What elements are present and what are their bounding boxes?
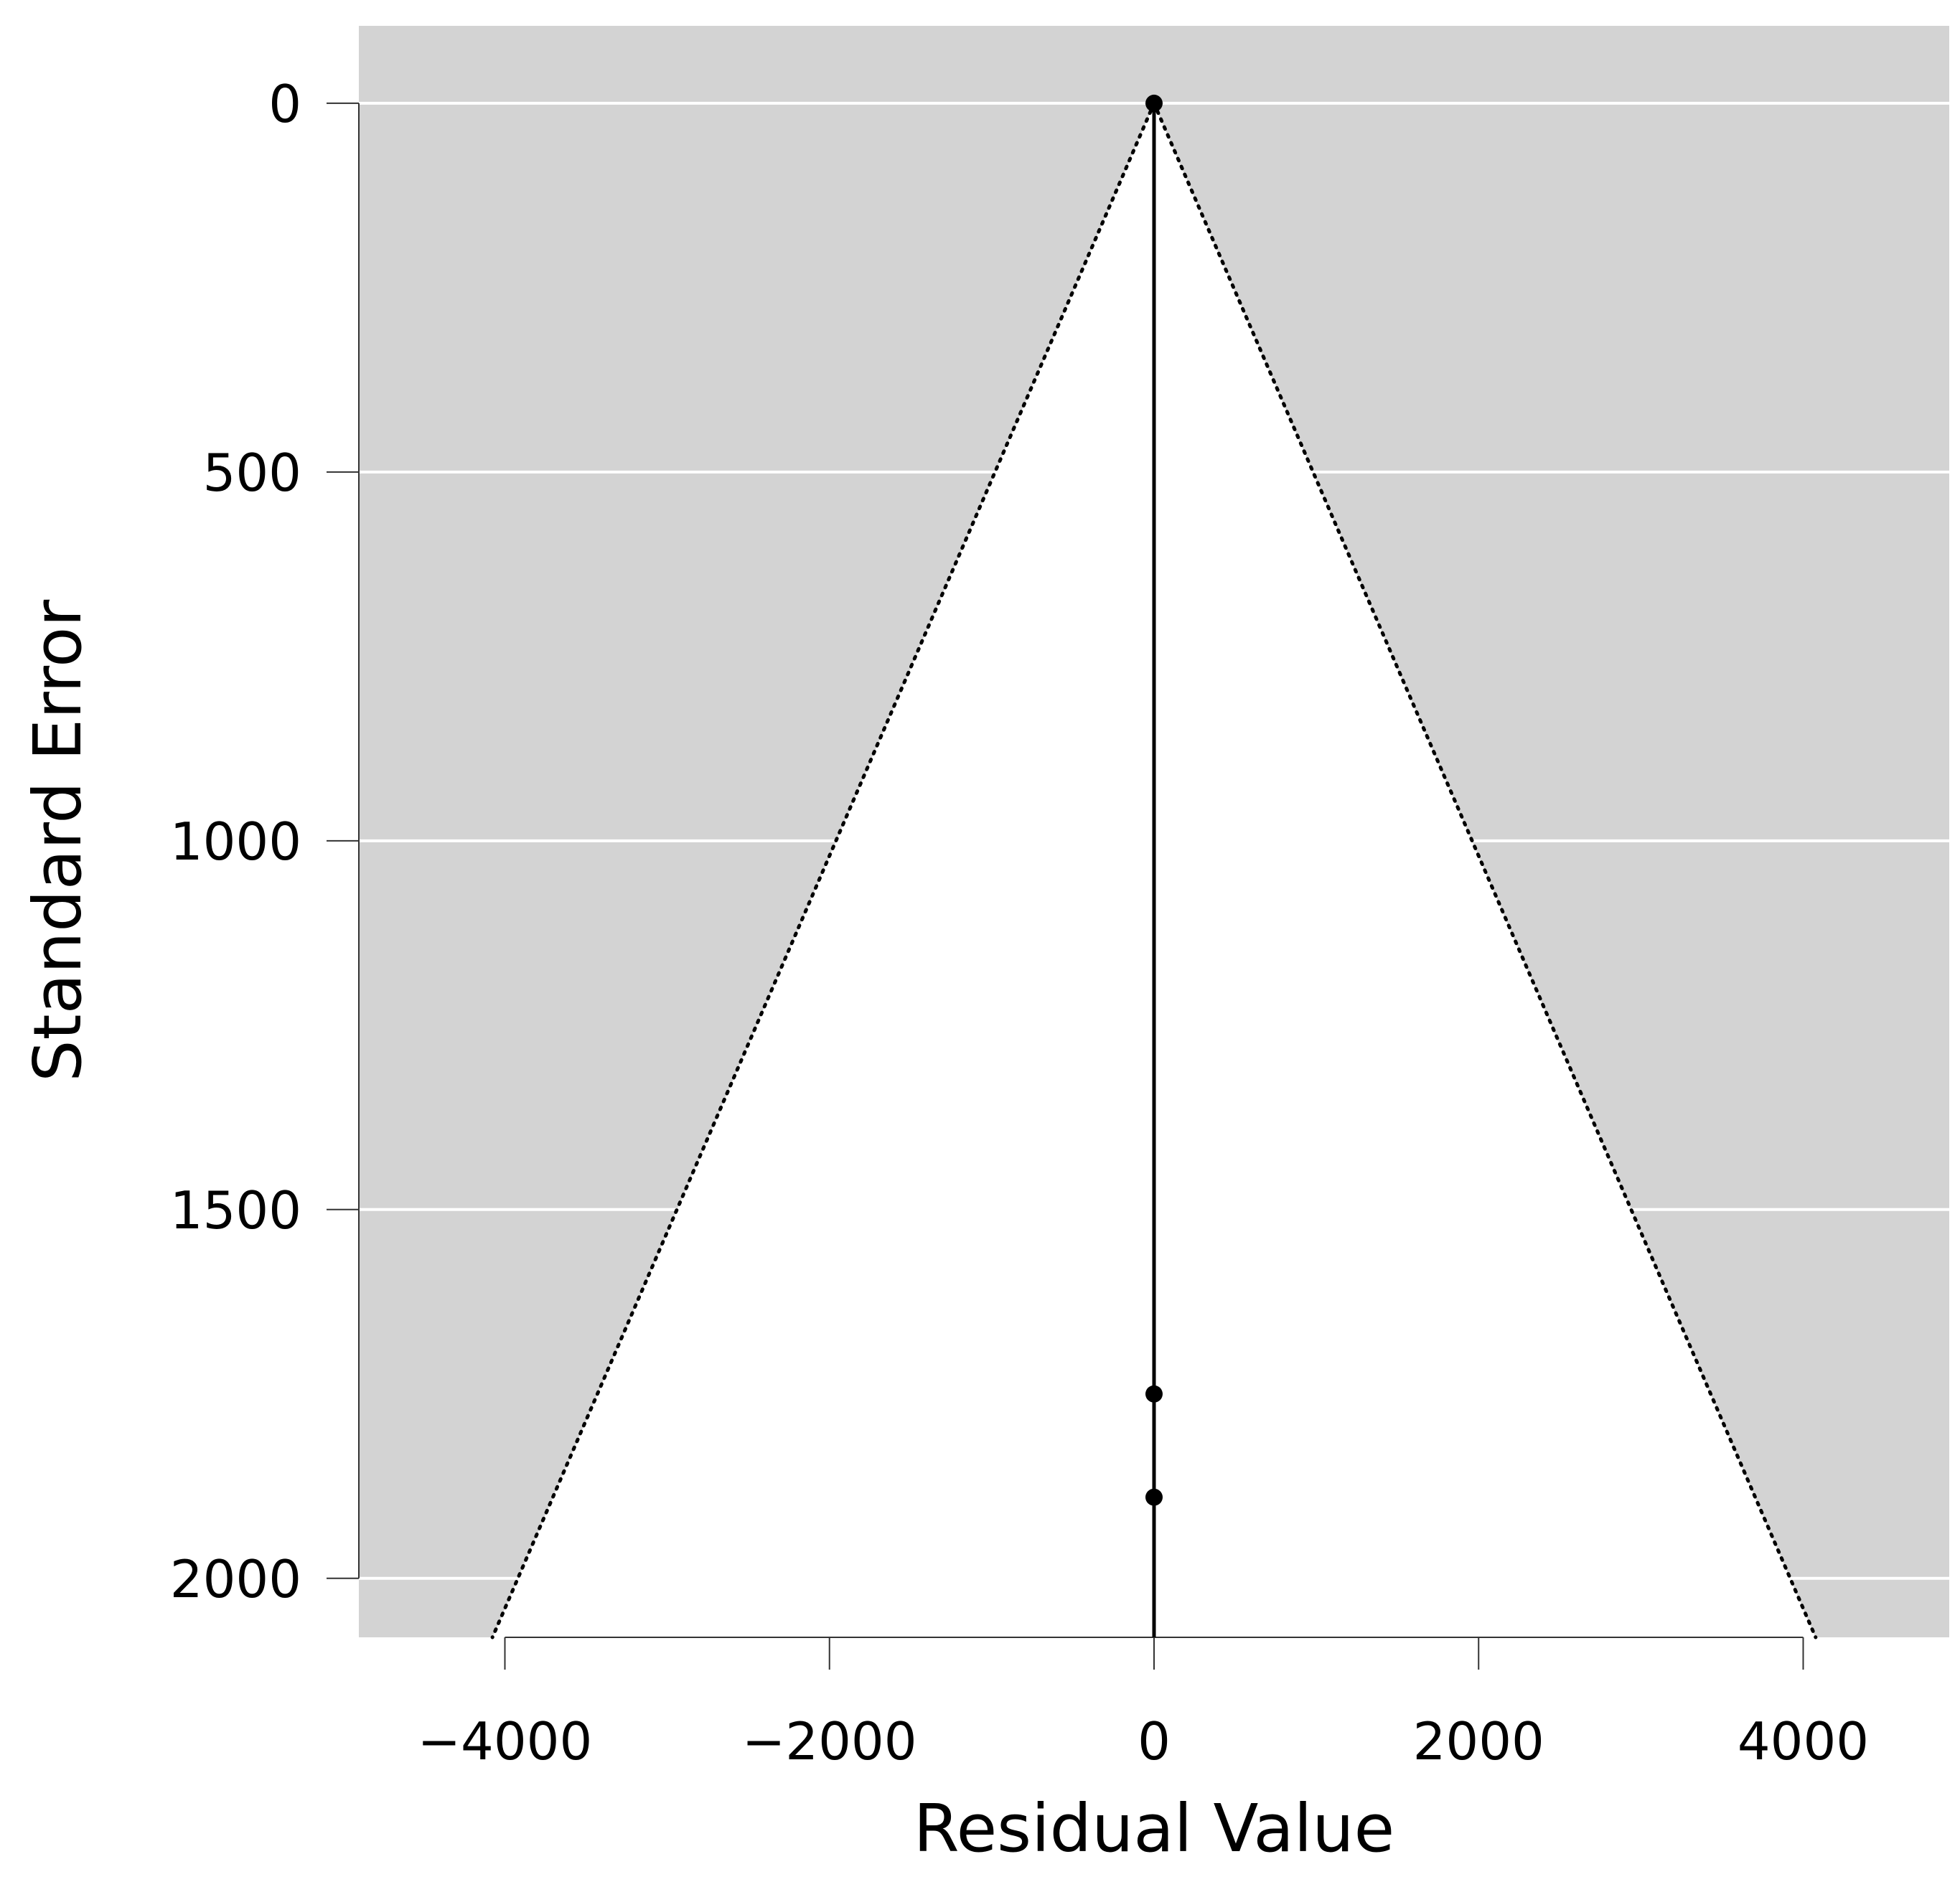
y-tick-label: 0	[268, 74, 301, 134]
x-tick-label: −2000	[742, 1711, 917, 1772]
funnel-left-boundary	[490, 101, 1156, 1639]
y-axis-title: Standard Error	[19, 600, 96, 1082]
x-tick-label: 0	[1138, 1711, 1171, 1772]
x-tick-label: 4000	[1738, 1711, 1869, 1772]
y-tick-label: 1500	[170, 1180, 301, 1241]
x-axis-title: Residual Value	[914, 1790, 1394, 1867]
data-point	[1145, 1488, 1163, 1506]
y-tick-label: 2000	[170, 1549, 301, 1609]
x-tick-label: 2000	[1413, 1711, 1544, 1772]
axes: 0 500 1000 1500 2000 −4000 −2000 0 2000 4000	[170, 74, 1869, 1772]
funnel-right-boundary	[1152, 101, 1818, 1639]
x-tick-label: −4000	[418, 1711, 593, 1772]
data-point	[1145, 1385, 1163, 1403]
data-points	[1145, 94, 1163, 1506]
y-tick-label: 500	[203, 443, 301, 503]
data-point	[1145, 94, 1163, 112]
y-tick-label: 1000	[170, 811, 301, 872]
